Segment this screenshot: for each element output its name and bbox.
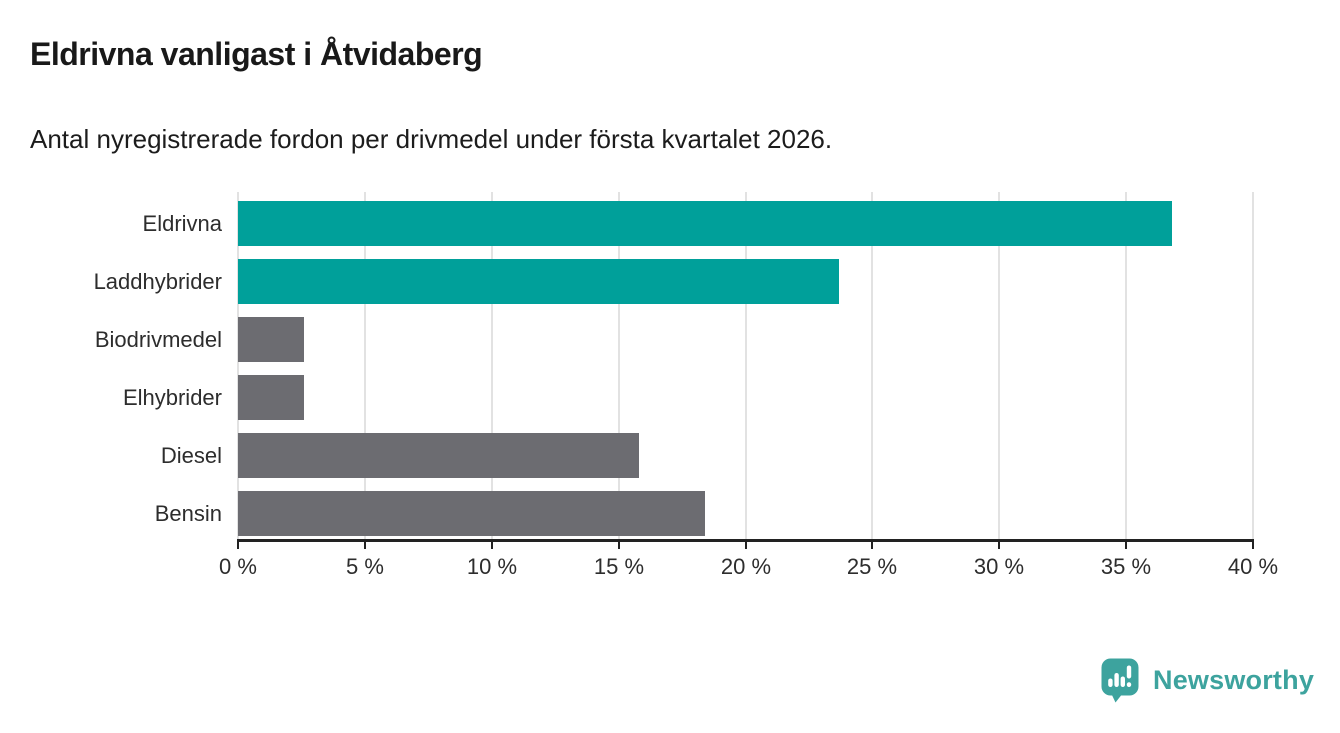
category-label-eldrivna: Eldrivna <box>142 210 222 236</box>
bar-elhybrider <box>238 375 304 420</box>
bar-chart-plot-area <box>237 192 1254 540</box>
gridline-40 <box>1252 192 1254 540</box>
category-label-bensin: Bensin <box>154 500 222 526</box>
bar-laddhybrider <box>238 259 839 304</box>
x-tick-label-40: 40 % <box>1227 554 1279 579</box>
bar-diesel <box>238 433 639 478</box>
x-tick-label-30: 30 % <box>973 554 1025 579</box>
x-tick-20 <box>745 539 747 549</box>
x-tick-35 <box>1125 539 1127 549</box>
gridline-30 <box>998 192 1000 540</box>
category-label-elhybrider: Elhybrider <box>122 384 222 410</box>
x-tick-label-0: 0 % <box>219 554 257 579</box>
x-tick-15 <box>618 539 620 549</box>
category-label-biodrivmedel: Biodrivmedel <box>94 326 222 352</box>
x-tick-40 <box>1252 539 1254 549</box>
x-tick-0 <box>237 539 239 549</box>
x-tick-label-15: 15 % <box>593 554 645 579</box>
page-title: Eldrivna vanligast i Åtvidaberg <box>30 36 483 72</box>
bar-bensin <box>238 491 705 536</box>
gridline-0 <box>237 192 239 540</box>
category-label-diesel: Diesel <box>160 442 222 468</box>
chart-subtitle: Antal nyregistrerade fordon per drivmede… <box>30 124 833 154</box>
x-tick-30 <box>998 539 1000 549</box>
x-tick-10 <box>491 539 493 549</box>
bar-eldrivna <box>238 201 1172 246</box>
newsworthy-brand-footer: Newsworthy <box>1100 657 1314 703</box>
brand-name: Newsworthy <box>1153 664 1315 695</box>
x-tick-label-35: 35 % <box>1100 554 1152 579</box>
newsworthy-logo-icon <box>1101 658 1139 703</box>
x-tick-label-20: 20 % <box>720 554 772 579</box>
gridline-35 <box>1125 192 1127 540</box>
x-tick-5 <box>364 539 366 549</box>
gridline-20 <box>745 192 747 540</box>
x-tick-label-5: 5 % <box>346 554 384 579</box>
gridline-10 <box>491 192 493 540</box>
gridline-15 <box>618 192 620 540</box>
x-tick-25 <box>871 539 873 549</box>
x-tick-label-10: 10 % <box>466 554 518 579</box>
x-tick-label-25: 25 % <box>846 554 898 579</box>
gridline-25 <box>871 192 873 540</box>
category-label-laddhybrider: Laddhybrider <box>93 268 222 294</box>
gridline-5 <box>364 192 366 540</box>
bar-biodrivmedel <box>238 317 304 362</box>
